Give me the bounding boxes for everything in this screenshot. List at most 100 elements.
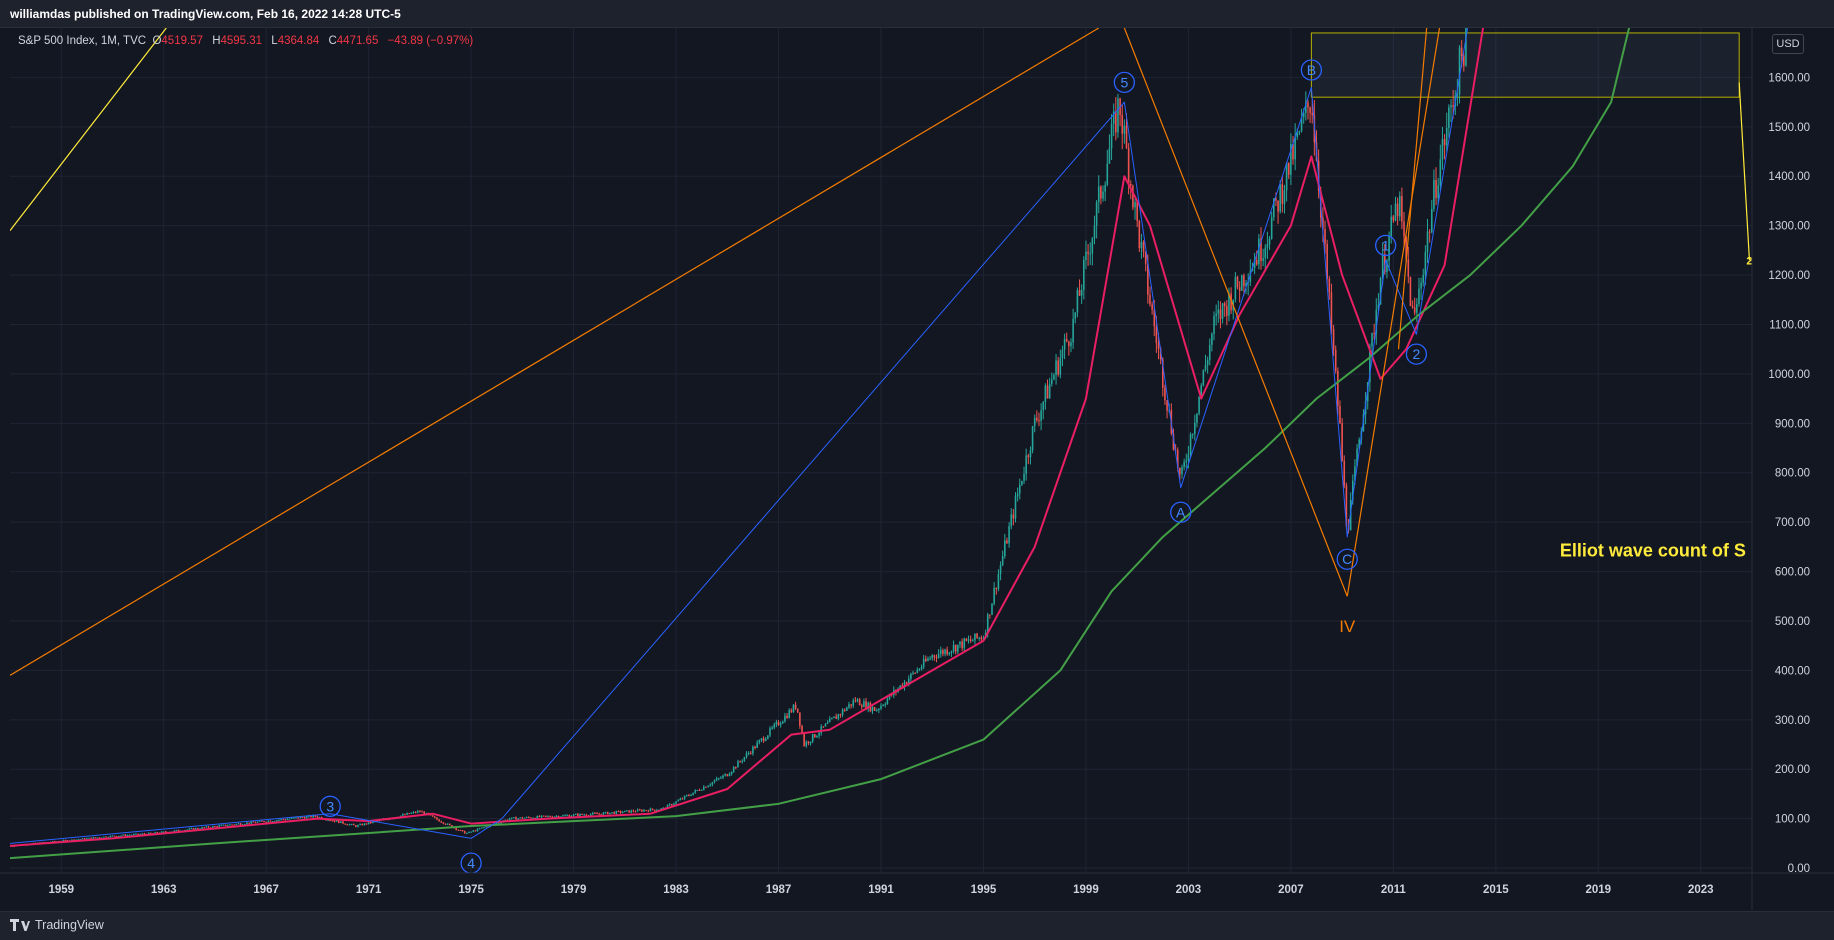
x-tick-label: 2011	[1381, 884, 1407, 896]
candle-body	[267, 820, 270, 823]
candle-body	[638, 809, 641, 811]
candle-body	[1048, 383, 1051, 399]
y-tick-label: 0.00	[1788, 863, 1810, 875]
candle-body	[318, 817, 321, 819]
candle-body	[124, 834, 127, 836]
candle-body	[538, 815, 541, 818]
candle-body	[833, 716, 835, 719]
candle-body	[703, 786, 705, 790]
x-tick-label: 1983	[663, 884, 689, 896]
candle-body	[882, 705, 884, 707]
candle-body	[1042, 401, 1045, 411]
candle-body	[352, 824, 355, 826]
tradingview-logo-icon	[10, 919, 30, 931]
candle-body	[1302, 112, 1305, 118]
candle-body	[963, 638, 966, 649]
candle-body	[92, 837, 95, 839]
trend-line-orange	[1397, 28, 1428, 350]
candle-body	[139, 834, 142, 836]
y-tick-label: 100.00	[1775, 814, 1810, 826]
candle-body	[1046, 385, 1049, 399]
candle-body	[1125, 125, 1128, 148]
candle-body	[805, 741, 808, 747]
candle-body	[410, 812, 413, 814]
candle-body	[1110, 123, 1113, 149]
candle-body	[246, 822, 248, 825]
y-tick-label: 1600.00	[1768, 72, 1810, 84]
candle-body	[88, 837, 90, 839]
candle-body	[852, 700, 855, 706]
candle-body	[1189, 434, 1192, 455]
candle-body	[662, 807, 665, 809]
candle-body	[212, 826, 214, 828]
candle-body	[186, 829, 188, 831]
candle-body	[950, 651, 953, 653]
candle-body	[668, 804, 671, 806]
y-tick-label: 1000.00	[1768, 369, 1810, 381]
candle-body	[1155, 326, 1158, 343]
candle-body	[429, 814, 432, 816]
candle-body	[781, 721, 784, 724]
candle-body	[626, 810, 628, 812]
candle-body	[1194, 422, 1196, 434]
candle-body	[290, 817, 293, 819]
candle-body	[463, 830, 466, 834]
candle-body	[1343, 460, 1346, 486]
candle-body	[912, 672, 914, 674]
candle-body	[1044, 385, 1047, 402]
candle-body	[918, 669, 921, 671]
candle-body	[1398, 196, 1401, 217]
candle-body	[1441, 139, 1444, 160]
candle-body	[1285, 162, 1288, 191]
x-tick-label: 1975	[458, 884, 484, 896]
candle-body	[854, 700, 857, 702]
candle-body	[1078, 290, 1081, 296]
x-tick-label: 1963	[151, 884, 177, 896]
candle-body	[1228, 293, 1230, 316]
candle-body	[143, 833, 146, 835]
candle-body	[154, 832, 156, 834]
candle-body	[999, 565, 1002, 575]
currency-button[interactable]: USD	[1772, 34, 1804, 54]
x-tick-label: 1971	[356, 884, 382, 896]
candle-body	[83, 838, 86, 840]
candle-body	[592, 812, 594, 815]
wave-label: 2	[1413, 346, 1421, 362]
candle-body	[51, 841, 54, 843]
tradingview-brand[interactable]: TradingView	[10, 918, 104, 932]
candle-body	[280, 819, 282, 821]
candle-body	[1392, 216, 1395, 221]
open-label: O	[152, 35, 162, 47]
candle-body	[884, 704, 887, 706]
candle-body	[820, 726, 823, 734]
candle-body	[899, 685, 902, 689]
candle-body	[1375, 309, 1378, 334]
candle-body	[1089, 253, 1092, 255]
candle-body	[1217, 309, 1220, 314]
candle-body	[355, 825, 357, 827]
candle-body	[666, 805, 669, 809]
candle-body	[1025, 455, 1027, 474]
candle-body	[978, 637, 981, 639]
candle-body	[1296, 132, 1299, 138]
candle-body	[871, 707, 874, 712]
candle-body	[732, 766, 735, 772]
candle-body	[1386, 260, 1388, 273]
candle-body	[1240, 275, 1243, 291]
candle-body	[1401, 196, 1403, 222]
candle-body	[713, 780, 716, 783]
candle-body	[752, 746, 754, 754]
candle-body	[100, 837, 103, 839]
candle-body	[1065, 339, 1068, 342]
candle-body	[96, 837, 99, 839]
candle-body	[1140, 241, 1143, 249]
candle-body	[1070, 342, 1072, 347]
candle-body	[103, 836, 105, 838]
candle-body	[269, 820, 272, 822]
candle-body	[226, 825, 229, 827]
candle-body	[237, 823, 240, 825]
candle-body	[342, 821, 344, 824]
candle-body	[299, 817, 302, 819]
